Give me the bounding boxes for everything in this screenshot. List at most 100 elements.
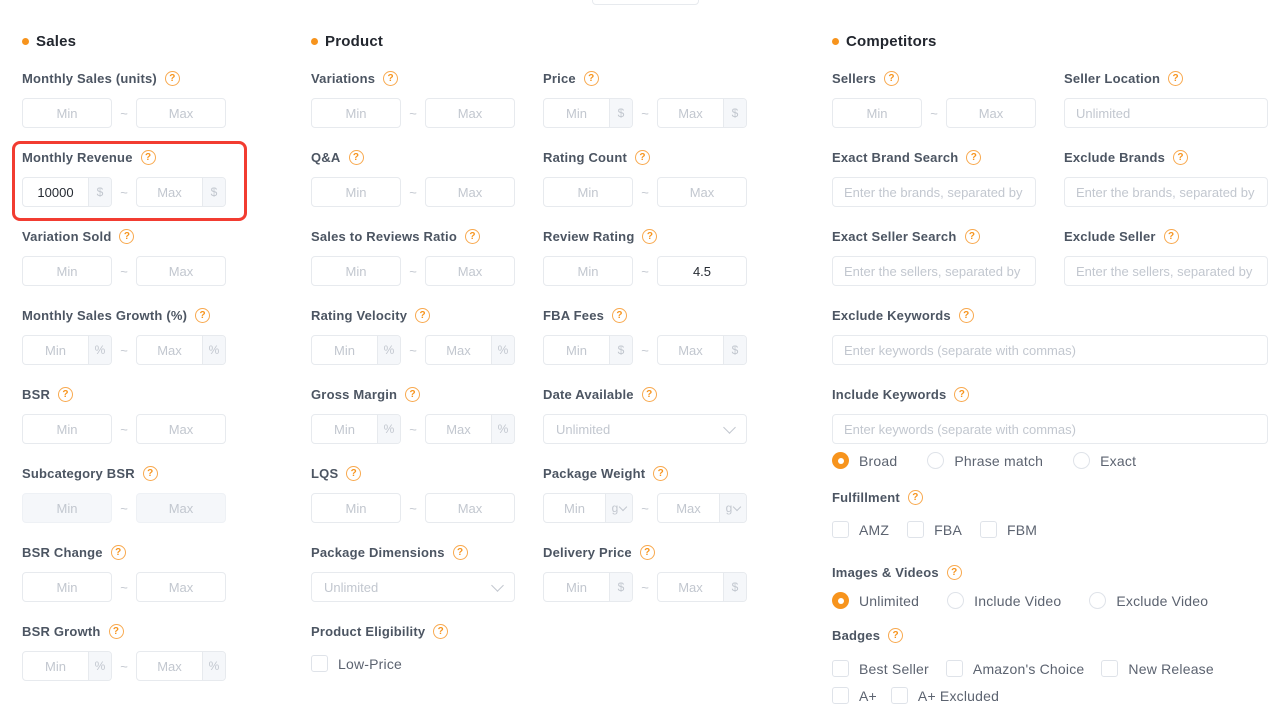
- bsr-growth-max-input[interactable]: [137, 652, 202, 680]
- exclude-brands-input[interactable]: [1064, 177, 1268, 207]
- amazons-choice-option[interactable]: Amazon's Choice: [945, 660, 1085, 677]
- help-icon[interactable]: ?: [110, 544, 126, 560]
- match-exact-option[interactable]: Exact: [1073, 452, 1136, 469]
- bsr-max-input[interactable]: [136, 414, 226, 444]
- variation-sold-min-input[interactable]: [22, 256, 112, 286]
- monthly-revenue-max-input[interactable]: [137, 178, 202, 206]
- help-icon[interactable]: ?: [405, 386, 421, 402]
- weight-unit-select[interactable]: g: [719, 494, 746, 522]
- weight-unit-select[interactable]: g: [605, 494, 632, 522]
- checkbox-icon[interactable]: [832, 521, 849, 538]
- delivery-price-max-input[interactable]: [658, 573, 723, 601]
- help-icon[interactable]: ?: [612, 307, 628, 323]
- price-max-input[interactable]: [658, 99, 723, 127]
- help-icon[interactable]: ?: [888, 627, 904, 643]
- help-icon[interactable]: ?: [641, 386, 657, 402]
- help-icon[interactable]: ?: [164, 70, 180, 86]
- radio-selected-icon[interactable]: [832, 592, 849, 609]
- qa-min-input[interactable]: [311, 177, 401, 207]
- exclude-video-option[interactable]: Exclude Video: [1089, 592, 1208, 609]
- include-video-option[interactable]: Include Video: [947, 592, 1061, 609]
- help-icon[interactable]: ?: [108, 623, 124, 639]
- review-rating-min-input[interactable]: [543, 256, 633, 286]
- radio-icon[interactable]: [927, 452, 945, 469]
- help-icon[interactable]: ?: [653, 465, 669, 481]
- a-plus-excluded-option[interactable]: A+ Excluded: [890, 687, 999, 704]
- help-icon[interactable]: ?: [383, 70, 399, 86]
- help-icon[interactable]: ?: [346, 465, 362, 481]
- checkbox-icon[interactable]: [907, 521, 925, 538]
- sales-growth-max-input[interactable]: [137, 336, 202, 364]
- fulfillment-amz-option[interactable]: AMZ: [832, 521, 889, 538]
- radio-selected-icon[interactable]: [832, 452, 849, 469]
- images-unlimited-option[interactable]: Unlimited: [832, 592, 919, 609]
- help-icon[interactable]: ?: [1168, 70, 1184, 86]
- sellers-max-input[interactable]: [946, 98, 1036, 128]
- help-icon[interactable]: ?: [1163, 228, 1179, 244]
- lqs-max-input[interactable]: [425, 493, 515, 523]
- help-icon[interactable]: ?: [119, 228, 135, 244]
- monthly-sales-max-input[interactable]: [136, 98, 226, 128]
- bsr-change-max-input[interactable]: [136, 572, 226, 602]
- bsr-change-min-input[interactable]: [22, 572, 112, 602]
- package-weight-max-input[interactable]: [658, 494, 719, 522]
- help-icon[interactable]: ?: [58, 386, 74, 402]
- rating-velocity-min-input[interactable]: [312, 336, 377, 364]
- include-keywords-input[interactable]: [832, 414, 1268, 444]
- rating-count-max-input[interactable]: [657, 177, 747, 207]
- package-dimensions-select[interactable]: Unlimited: [311, 572, 515, 602]
- collapsed-top-button[interactable]: [592, 0, 699, 5]
- match-phrase-option[interactable]: Phrase match: [927, 452, 1043, 469]
- package-weight-min-input[interactable]: [544, 494, 605, 522]
- monthly-sales-min-input[interactable]: [22, 98, 112, 128]
- exclude-seller-input[interactable]: [1064, 256, 1268, 286]
- help-icon[interactable]: ?: [1173, 149, 1189, 165]
- help-icon[interactable]: ?: [907, 489, 923, 505]
- match-broad-option[interactable]: Broad: [832, 452, 897, 469]
- help-icon[interactable]: ?: [433, 623, 449, 639]
- subcategory-bsr-min-input[interactable]: [22, 493, 112, 523]
- sellers-min-input[interactable]: [832, 98, 922, 128]
- rating-velocity-max-input[interactable]: [426, 336, 491, 364]
- help-icon[interactable]: ?: [635, 149, 650, 165]
- gross-margin-max-input[interactable]: [426, 415, 491, 443]
- help-icon[interactable]: ?: [639, 544, 655, 560]
- help-icon[interactable]: ?: [140, 149, 156, 165]
- sales-growth-min-input[interactable]: [23, 336, 88, 364]
- fulfillment-fbm-option[interactable]: FBM: [979, 521, 1037, 538]
- exact-seller-search-input[interactable]: [832, 256, 1036, 286]
- new-release-option[interactable]: New Release: [1101, 660, 1214, 677]
- help-icon[interactable]: ?: [884, 70, 900, 86]
- radio-icon[interactable]: [947, 592, 965, 609]
- checkbox-icon[interactable]: [1101, 660, 1119, 677]
- variations-min-input[interactable]: [311, 98, 401, 128]
- help-icon[interactable]: ?: [195, 307, 211, 323]
- review-rating-max-input[interactable]: [657, 256, 747, 286]
- radio-icon[interactable]: [1073, 452, 1091, 469]
- help-icon[interactable]: ?: [348, 149, 364, 165]
- seller-location-input[interactable]: [1064, 98, 1268, 128]
- sales-to-reviews-min-input[interactable]: [311, 256, 401, 286]
- help-icon[interactable]: ?: [583, 70, 599, 86]
- rating-count-min-input[interactable]: [543, 177, 633, 207]
- qa-max-input[interactable]: [425, 177, 515, 207]
- checkbox-icon[interactable]: [979, 521, 997, 538]
- help-icon[interactable]: ?: [958, 307, 974, 323]
- checkbox-icon[interactable]: [890, 687, 908, 704]
- exact-brand-search-input[interactable]: [832, 177, 1036, 207]
- best-seller-option[interactable]: Best Seller: [832, 660, 929, 677]
- help-icon[interactable]: ?: [415, 307, 431, 323]
- gross-margin-min-input[interactable]: [312, 415, 377, 443]
- date-available-select[interactable]: Unlimited: [543, 414, 747, 444]
- help-icon[interactable]: ?: [954, 386, 970, 402]
- fba-fees-min-input[interactable]: [544, 336, 609, 364]
- radio-icon[interactable]: [1089, 592, 1107, 609]
- price-min-input[interactable]: [544, 99, 609, 127]
- fba-fees-max-input[interactable]: [658, 336, 723, 364]
- lqs-min-input[interactable]: [311, 493, 401, 523]
- help-icon[interactable]: ?: [465, 228, 481, 244]
- checkbox-icon[interactable]: [832, 687, 849, 704]
- low-price-option[interactable]: Low-Price: [311, 655, 402, 672]
- help-icon[interactable]: ?: [964, 228, 980, 244]
- a-plus-option[interactable]: A+: [832, 687, 877, 704]
